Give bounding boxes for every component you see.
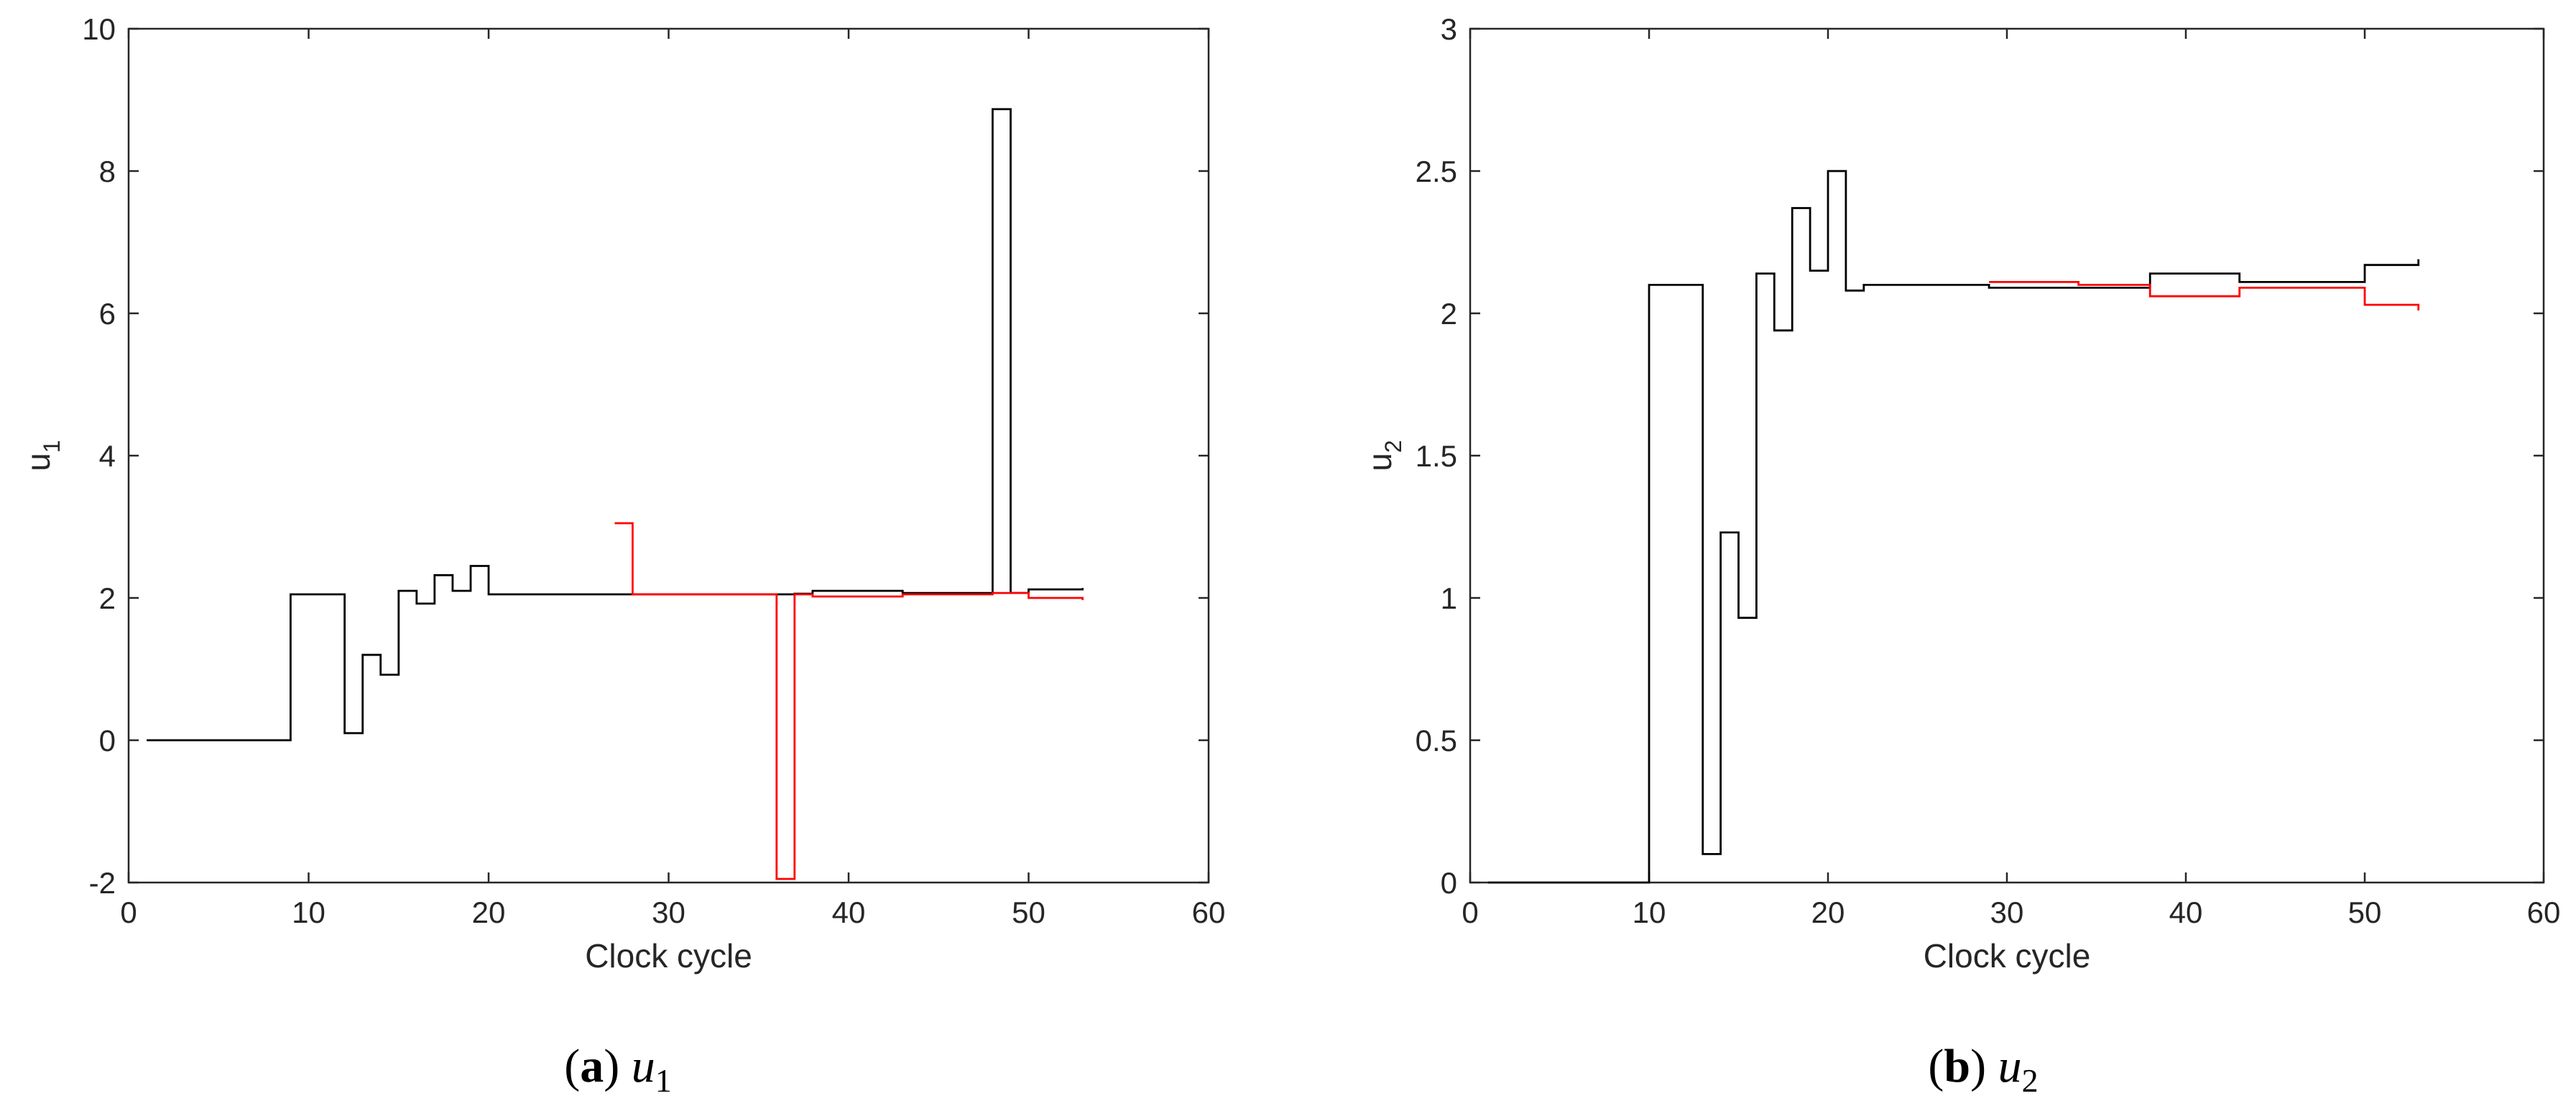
y-tick-label: 0 — [99, 724, 116, 757]
y-tick-label: 8 — [99, 155, 116, 188]
caption-letter: b — [1944, 1040, 1970, 1092]
x-tick-label: 40 — [832, 895, 866, 929]
y-tick-label: 6 — [99, 297, 116, 331]
plot-frame — [127, 27, 1210, 884]
y-axis-label-group: u2 — [1361, 440, 1406, 471]
panel-caption: (b) u2 — [1928, 1040, 2038, 1099]
caption-letter: a — [580, 1040, 604, 1092]
caption-subscript: 2 — [2022, 1062, 2039, 1099]
x-tick-label: 0 — [1462, 895, 1478, 929]
caption-open-paren: ( — [564, 1040, 580, 1092]
series-line-black — [147, 108, 1084, 742]
x-axis-label: Clock cycle — [585, 937, 752, 975]
x-tick-label: 30 — [652, 895, 685, 929]
y-axis-label: u2 — [1361, 440, 1406, 471]
caption-variable: u — [632, 1040, 655, 1092]
series-line-red — [1989, 281, 2420, 310]
plot-frame — [1469, 27, 2545, 884]
x-tick-label: 40 — [2169, 895, 2203, 929]
panel-caption: (a) u1 — [564, 1040, 671, 1099]
caption-close-paren: ) — [604, 1040, 631, 1092]
x-tick-label: 60 — [1192, 895, 1226, 929]
series-line-black — [1487, 170, 2420, 884]
y-tick-label: 10 — [82, 12, 116, 46]
x-tick-label: 10 — [1633, 895, 1666, 929]
y-tick-label: 0.5 — [1416, 724, 1457, 757]
y-tick-label: 2 — [99, 581, 116, 615]
x-tick-label: 20 — [472, 895, 506, 929]
y-tick-label: 1 — [1441, 581, 1457, 615]
x-tick-label: 30 — [1990, 895, 2024, 929]
y-axis-label: u1 — [19, 440, 65, 471]
x-tick-label: 10 — [292, 895, 326, 929]
y-axis-label-subscript: 1 — [39, 440, 65, 453]
y-axis-label-group: u1 — [19, 440, 65, 471]
y-tick-label: 4 — [99, 439, 116, 473]
x-axis-label: Clock cycle — [1924, 937, 2091, 975]
x-tick-label: 60 — [2527, 895, 2561, 929]
y-tick-label: 2 — [1441, 297, 1457, 331]
y-axis-label-main: u — [19, 453, 57, 471]
y-tick-label: 2.5 — [1416, 155, 1457, 188]
x-tick-label: 50 — [2348, 895, 2382, 929]
x-tick-label: 0 — [120, 895, 137, 929]
y-tick-label: 0 — [1441, 866, 1457, 900]
caption-variable: u — [1998, 1040, 2022, 1092]
caption-subscript: 1 — [655, 1062, 672, 1099]
x-tick-label: 50 — [1012, 895, 1045, 929]
y-tick-label: -2 — [89, 866, 116, 900]
y-tick-label: 3 — [1441, 12, 1457, 46]
y-axis-label-main: u — [1361, 453, 1398, 471]
y-tick-label: 1.5 — [1416, 439, 1457, 473]
x-tick-label: 20 — [1811, 895, 1845, 929]
y-axis-label-subscript: 2 — [1380, 440, 1406, 453]
caption-open-paren: ( — [1928, 1040, 1944, 1092]
caption-close-paren: ) — [1970, 1040, 1998, 1092]
series-line-red — [614, 522, 1084, 880]
